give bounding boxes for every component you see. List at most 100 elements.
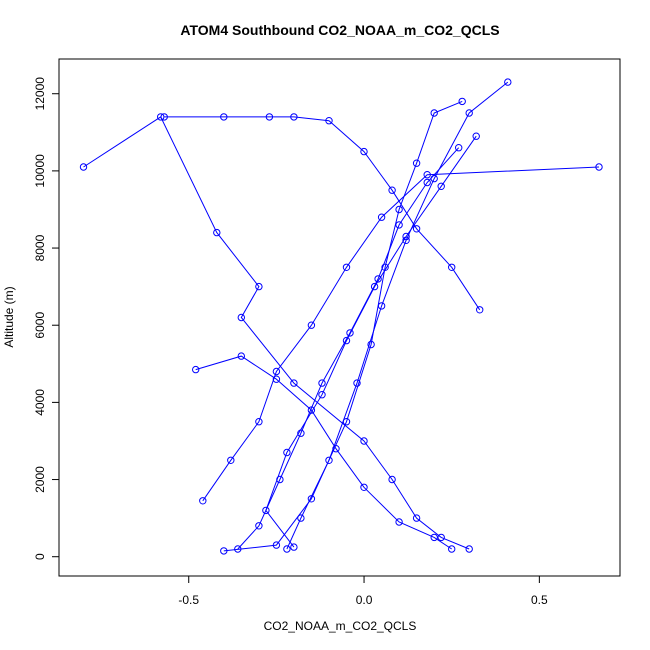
series-line	[164, 116, 481, 311]
series-line	[202, 166, 600, 502]
data-point	[377, 213, 386, 221]
data-point	[455, 144, 463, 152]
data-point	[262, 506, 270, 515]
data-point	[412, 225, 421, 233]
data-point	[412, 159, 421, 167]
y-tick-label: 2000	[33, 466, 47, 493]
data-point	[430, 533, 438, 542]
series-profile-8	[262, 132, 480, 551]
series-line	[265, 135, 477, 548]
series-profile-6	[234, 144, 463, 553]
series-profile-5	[199, 163, 603, 505]
data-point	[79, 163, 88, 171]
data-point	[220, 547, 228, 555]
data-point	[458, 97, 466, 106]
data-point	[360, 147, 368, 156]
plot-frame	[58, 58, 621, 577]
data-point	[360, 437, 368, 445]
data-point	[325, 456, 333, 464]
data-point	[272, 367, 281, 376]
chart-title: ATOM4 Southbound CO2_NOAA_m_CO2_QCLS	[180, 22, 499, 38]
x-axis-label: CO2_NOAA_m_CO2_QCLS	[264, 619, 417, 633]
data-point	[325, 117, 333, 125]
data-point	[342, 263, 351, 271]
data-point	[346, 329, 354, 337]
y-tick-label: 6000	[33, 312, 47, 339]
data-point	[423, 178, 431, 187]
data-point	[307, 321, 316, 329]
data-point	[272, 375, 281, 383]
series-profile-7	[192, 352, 456, 553]
data-point	[297, 514, 305, 522]
data-point	[465, 545, 473, 553]
data-point	[476, 306, 484, 314]
y-axis-label: Altitude (m)	[2, 286, 16, 347]
series-line	[195, 355, 452, 550]
data-point	[374, 275, 382, 283]
y-tick-label: 10000	[33, 154, 47, 188]
data-point	[157, 113, 165, 121]
data-point	[367, 340, 375, 349]
data-point	[234, 545, 242, 553]
data-point	[402, 232, 410, 241]
data-point	[437, 182, 445, 191]
series-line	[237, 147, 460, 550]
x-axis: -0.5 0.0 0.5	[178, 575, 548, 607]
data-point	[377, 302, 386, 310]
y-axis: 0 2000 4000 6000 8000 10000 12000	[33, 77, 60, 560]
data-point	[255, 522, 263, 530]
series-profile-2	[283, 78, 512, 553]
data-point	[160, 113, 168, 121]
data-point	[504, 78, 512, 86]
data-point	[395, 221, 403, 229]
series-profile-3	[79, 113, 473, 553]
data-point	[290, 113, 298, 121]
data-point	[255, 418, 263, 426]
data-point	[388, 475, 396, 484]
data-point	[307, 406, 316, 414]
data-point	[395, 205, 403, 214]
data-point	[448, 263, 456, 271]
data-point	[395, 518, 403, 526]
data-point	[283, 448, 291, 457]
data-point	[353, 379, 361, 387]
data-point	[255, 282, 263, 291]
y-tick-label: 12000	[33, 77, 47, 111]
series-layer	[79, 78, 603, 555]
data-point	[388, 186, 396, 194]
data-point	[370, 282, 379, 291]
y-tick-label: 8000	[33, 234, 47, 261]
data-point	[342, 336, 351, 345]
data-point	[360, 483, 368, 491]
data-point	[192, 365, 200, 374]
y-tick-label: 4000	[33, 389, 47, 416]
series-line	[286, 81, 509, 550]
series-profile-1	[220, 97, 466, 555]
data-point	[290, 379, 298, 387]
data-point	[220, 113, 228, 121]
data-point	[318, 379, 326, 387]
x-tick-label: -0.5	[178, 593, 199, 607]
data-point	[227, 456, 235, 464]
x-tick-label: 0.0	[356, 593, 373, 607]
data-point	[318, 391, 326, 399]
y-tick-label: 0	[33, 553, 47, 560]
data-point	[437, 533, 445, 542]
data-point	[213, 228, 221, 237]
x-tick-label: 0.5	[531, 593, 548, 607]
series-profile-4	[160, 113, 484, 314]
data-point	[430, 109, 438, 117]
data-point	[272, 541, 281, 549]
data-point	[448, 545, 456, 553]
data-point	[265, 113, 274, 121]
series-line	[223, 100, 463, 552]
data-point	[465, 109, 473, 117]
data-point	[199, 497, 207, 505]
data-point	[237, 352, 246, 360]
data-point	[332, 445, 340, 453]
series-line	[83, 116, 470, 550]
data-point	[290, 543, 298, 551]
data-point	[237, 313, 246, 322]
data-point	[283, 545, 291, 553]
